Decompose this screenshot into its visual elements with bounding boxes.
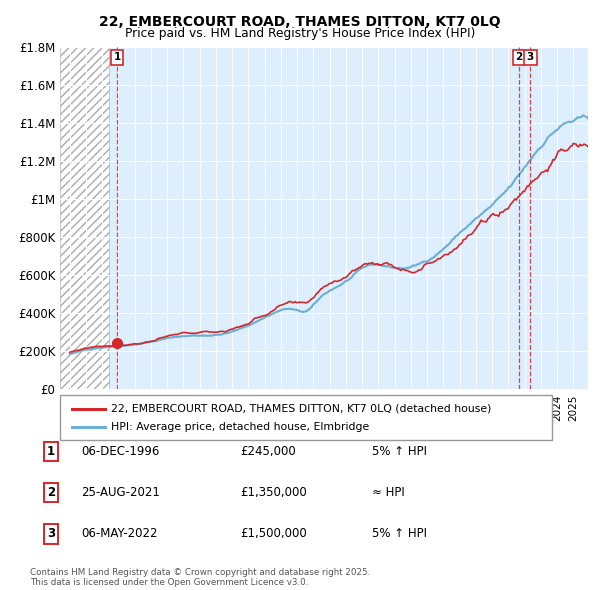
Text: 3: 3 xyxy=(47,527,55,540)
Text: £1,500,000: £1,500,000 xyxy=(240,527,307,540)
Text: 5% ↑ HPI: 5% ↑ HPI xyxy=(372,445,427,458)
Text: 2: 2 xyxy=(515,53,523,63)
Text: 06-DEC-1996: 06-DEC-1996 xyxy=(81,445,160,458)
Text: Price paid vs. HM Land Registry's House Price Index (HPI): Price paid vs. HM Land Registry's House … xyxy=(125,27,475,40)
Text: £1,350,000: £1,350,000 xyxy=(240,486,307,499)
Text: 1: 1 xyxy=(113,53,121,63)
Text: HPI: Average price, detached house, Elmbridge: HPI: Average price, detached house, Elmb… xyxy=(111,422,369,432)
Text: 5% ↑ HPI: 5% ↑ HPI xyxy=(372,527,427,540)
Bar xyxy=(60,47,109,389)
Text: Contains HM Land Registry data © Crown copyright and database right 2025.
This d: Contains HM Land Registry data © Crown c… xyxy=(30,568,370,587)
Text: ≈ HPI: ≈ HPI xyxy=(372,486,405,499)
Text: 22, EMBERCOURT ROAD, THAMES DITTON, KT7 0LQ (detached house): 22, EMBERCOURT ROAD, THAMES DITTON, KT7 … xyxy=(111,404,491,414)
Text: 2: 2 xyxy=(47,486,55,499)
Text: 3: 3 xyxy=(527,53,534,63)
Text: £245,000: £245,000 xyxy=(240,445,296,458)
Text: 25-AUG-2021: 25-AUG-2021 xyxy=(81,486,160,499)
Text: 06-MAY-2022: 06-MAY-2022 xyxy=(81,527,157,540)
Text: 22, EMBERCOURT ROAD, THAMES DITTON, KT7 0LQ: 22, EMBERCOURT ROAD, THAMES DITTON, KT7 … xyxy=(99,15,501,29)
Text: 1: 1 xyxy=(47,445,55,458)
